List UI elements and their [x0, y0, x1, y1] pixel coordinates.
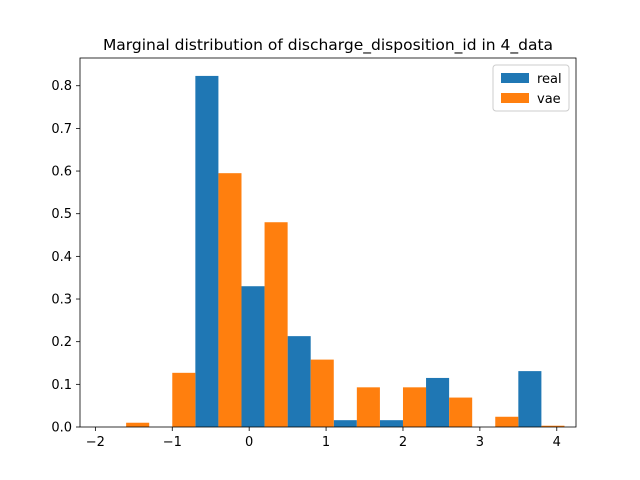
y-tick-label: 0.8: [51, 79, 72, 94]
y-tick-label: 0.6: [51, 165, 72, 180]
bar-vae-7: [449, 397, 473, 427]
x-tick-label: 1: [322, 435, 330, 450]
bar-vae-5: [356, 387, 380, 427]
bar-vae-0: [126, 422, 150, 427]
bar-vae-3: [264, 222, 288, 427]
bar-real-4: [287, 336, 311, 427]
bar-real-3: [241, 286, 265, 427]
y-tick-label: 0.5: [51, 207, 72, 222]
legend-swatch-vae: [501, 93, 529, 103]
y-tick-label: 0.1: [51, 378, 72, 393]
y-tick-label: 0.3: [51, 293, 72, 308]
y-tick-label: 0.7: [51, 122, 72, 137]
legend-label-real: real: [537, 72, 562, 87]
bar-vae-4: [310, 359, 334, 427]
x-tick-label: 0: [245, 435, 253, 450]
bar-vae-1: [172, 372, 196, 427]
bar-vae-9: [541, 425, 565, 427]
bar-real-2: [195, 75, 219, 428]
bar-real-7: [426, 377, 450, 427]
plot-frame: [79, 57, 577, 428]
legend: real vae: [492, 64, 570, 112]
x-tick-label: 3: [476, 435, 484, 450]
axes-layer: −2 −1 0 1 2 3 4 0.0 0.1 0.2 0.3 0.4 0.5 0.6 0.7 0.8: [51, 57, 577, 450]
chart-title: Marginal distribution of discharge_dispo…: [103, 36, 553, 55]
x-tick-label: 2: [399, 435, 407, 450]
y-tick-label: 0.0: [51, 421, 72, 436]
y-tick-label: 0.4: [51, 250, 72, 265]
bar-real-6: [379, 420, 403, 427]
bar-real-9: [518, 371, 542, 427]
bar-real-5: [333, 420, 357, 427]
bar-vae-8: [495, 416, 519, 427]
legend-swatch-real: [501, 73, 529, 83]
bar-vae-6: [402, 387, 427, 427]
bars-layer: [126, 75, 565, 428]
bar-vae-2: [218, 173, 242, 427]
x-tick-label: −1: [163, 435, 182, 450]
y-tick-label: 0.2: [51, 335, 72, 350]
x-tick-label: 4: [553, 435, 561, 450]
legend-label-vae: vae: [537, 92, 561, 107]
x-tick-label: −2: [86, 435, 105, 450]
